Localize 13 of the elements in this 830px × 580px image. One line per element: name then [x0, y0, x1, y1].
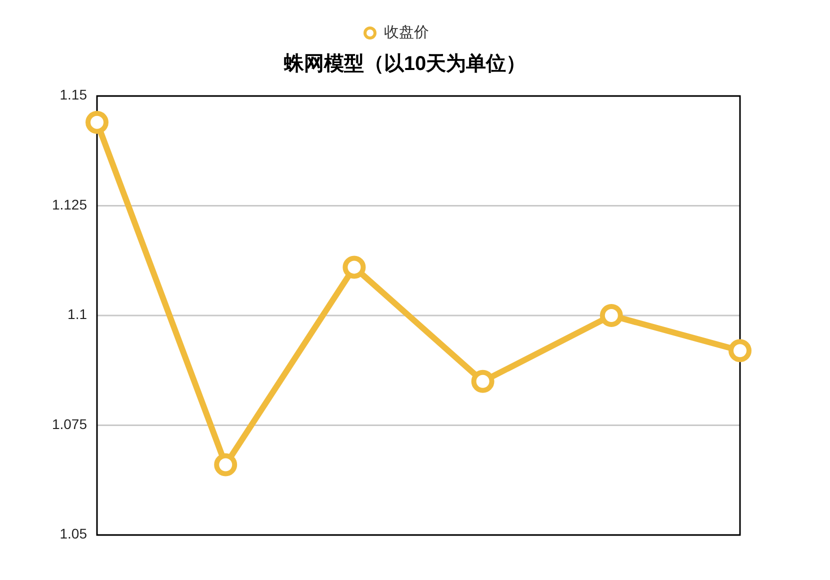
legend-label: 收盘价 [384, 24, 429, 41]
point [600, 304, 623, 327]
point [214, 453, 238, 476]
point [471, 370, 494, 393]
y-tick-label: 1.075 [52, 416, 88, 432]
point [86, 110, 108, 134]
y-tick-label: 1.125 [52, 196, 88, 212]
y-tick-label: 1.15 [60, 86, 88, 103]
point [728, 339, 752, 362]
chart-title: 蛛网模型（以10天为单位） [282, 52, 526, 75]
y-tick-label: 1.05 [60, 526, 88, 542]
y-tick-label: 1.1 [68, 306, 88, 322]
point [342, 256, 366, 279]
